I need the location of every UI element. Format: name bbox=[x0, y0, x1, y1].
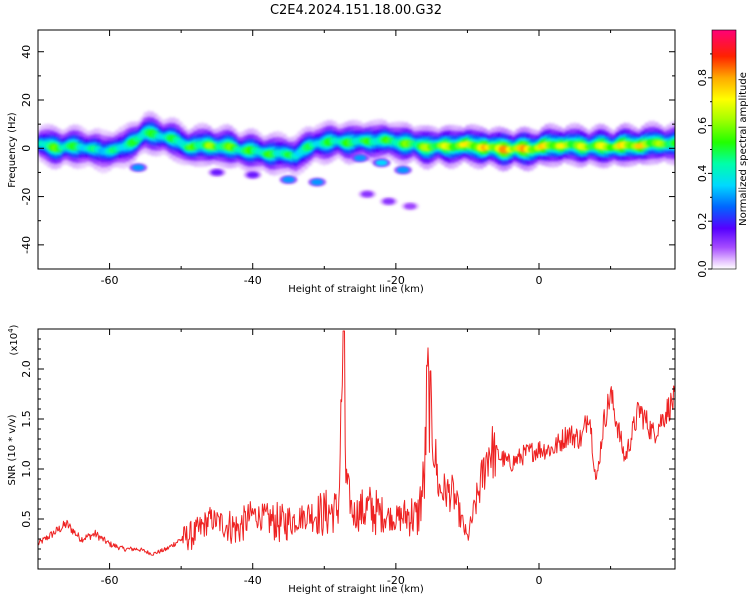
colorbar-tick-label: 0.0 bbox=[696, 260, 709, 278]
svg-text:(x104): (x104) bbox=[7, 324, 20, 355]
spectrogram-xlabel: Height of straight line (km) bbox=[288, 284, 424, 295]
x-tick-label: -40 bbox=[244, 274, 262, 287]
snr-y-tick-label: 2.0 bbox=[20, 360, 33, 378]
spectrogram-blob-core bbox=[404, 203, 417, 210]
colorbar-tick-label: 0.2 bbox=[696, 212, 709, 230]
y-tick-label: 0 bbox=[20, 145, 33, 152]
snr-y-tick-label: 1.0 bbox=[20, 460, 33, 478]
colorbar-tick-label: 0.6 bbox=[696, 117, 709, 135]
y-tick-label: -20 bbox=[20, 188, 33, 206]
snr-multiplier-exp: 4 bbox=[7, 328, 15, 333]
spectrogram-panel: -60 -40 -20 0 -40 -20 0 20 40 Height of straight… bbox=[7, 29, 676, 295]
snr-multiplier-close: ) bbox=[9, 324, 20, 328]
snr-plot-area bbox=[38, 330, 675, 556]
snr-series-line bbox=[38, 330, 675, 556]
spectrogram-blob-core bbox=[282, 176, 295, 183]
x-tick-label: -20 bbox=[387, 274, 405, 287]
spectrogram-blob-core bbox=[132, 164, 145, 171]
snr-frame bbox=[37, 328, 676, 570]
snr-multiplier: (x104) bbox=[7, 324, 20, 355]
spectrogram-blob-core bbox=[375, 159, 388, 166]
spectrogram-ticks: -60 -40 -20 0 -40 -20 0 20 40 bbox=[20, 30, 675, 287]
snr-x-tick-label: 0 bbox=[536, 574, 543, 587]
snr-xlabel: Height of straight line (km) bbox=[288, 584, 424, 595]
snr-panel: -60 -40 -20 0 0.5 1.0 1.5 2.0 Height of straigh… bbox=[7, 324, 676, 595]
y-tick-label: 40 bbox=[20, 45, 33, 59]
snr-x-tick-label: -40 bbox=[244, 574, 262, 587]
x-tick-label: -60 bbox=[101, 274, 119, 287]
spectrogram-layer bbox=[38, 128, 675, 160]
spectrogram-blob-core bbox=[397, 167, 410, 174]
snr-ticks: -60 -40 -20 0 0.5 1.0 1.5 2.0 bbox=[20, 329, 675, 587]
colorbar-tick-label: 0.8 bbox=[696, 69, 709, 87]
snr-multiplier-text: (x10 bbox=[9, 333, 20, 356]
colorbar-tick-label: 0.4 bbox=[696, 165, 709, 183]
spectrogram-blob-core bbox=[354, 154, 367, 161]
chart-title: C2E4.2024.151.18.00.G32 bbox=[270, 3, 442, 18]
colorbar-gradient bbox=[711, 29, 737, 270]
spectrogram-blob-core bbox=[361, 191, 374, 198]
snr-x-tick-label: -20 bbox=[387, 574, 405, 587]
y-tick-label: 20 bbox=[20, 93, 33, 107]
spectrogram-blob-core bbox=[210, 169, 223, 176]
snr-y-tick-label: 1.5 bbox=[20, 410, 33, 428]
y-tick-label: -40 bbox=[20, 236, 33, 254]
snr-ylabel: SNR (10 * v/v) bbox=[7, 414, 18, 485]
spectrogram-ylabel: Frequency (Hz) bbox=[7, 112, 18, 188]
spectrogram-marks bbox=[38, 110, 675, 211]
spectrogram-blob-core bbox=[382, 198, 395, 205]
spectrogram-blob-core bbox=[311, 179, 324, 186]
colorbar: 0.0 0.2 0.4 0.6 0.8 Normalized spectral ampl… bbox=[696, 29, 749, 278]
x-tick-label: 0 bbox=[536, 274, 543, 287]
colorbar-ticks: 0.0 0.2 0.4 0.6 0.8 bbox=[696, 53, 712, 278]
colorbar-label: Normalized spectral amplitude bbox=[738, 72, 749, 226]
spectrogram-frame bbox=[37, 29, 676, 270]
spectrogram-blob-core bbox=[246, 171, 259, 178]
snr-x-tick-label: -60 bbox=[101, 574, 119, 587]
spectrogram-cell bbox=[670, 139, 675, 148]
snr-y-tick-label: 0.5 bbox=[20, 510, 33, 528]
